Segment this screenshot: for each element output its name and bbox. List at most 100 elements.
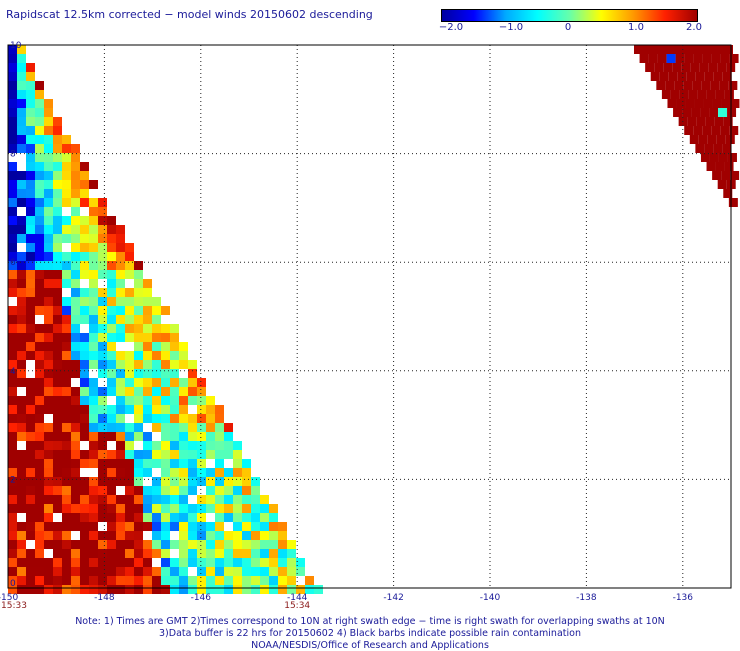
swath-cell bbox=[143, 414, 152, 423]
swath-cell bbox=[80, 351, 89, 360]
swath-cell bbox=[675, 54, 685, 63]
swath-cell bbox=[170, 486, 179, 495]
swath-cell bbox=[125, 495, 134, 504]
swath-cell bbox=[35, 396, 44, 405]
swath-cell bbox=[711, 126, 721, 135]
swath-cell bbox=[44, 567, 53, 576]
swath-cell bbox=[80, 189, 89, 198]
swath-cell bbox=[80, 540, 89, 549]
swath-cell bbox=[89, 477, 98, 486]
swath-cell bbox=[80, 162, 89, 171]
swath-cell bbox=[80, 477, 89, 486]
swath-cell bbox=[89, 450, 98, 459]
swath-cell bbox=[107, 558, 116, 567]
swath-cell bbox=[107, 549, 116, 558]
swath-cell bbox=[44, 378, 53, 387]
swath-cell bbox=[233, 459, 242, 468]
swath-cell bbox=[26, 477, 35, 486]
swath-cell bbox=[152, 549, 161, 558]
swath-cell bbox=[8, 81, 17, 90]
swath-cell bbox=[278, 549, 287, 558]
swath-cell bbox=[8, 99, 17, 108]
swath-cell bbox=[188, 540, 197, 549]
swath-cell bbox=[116, 567, 125, 576]
swath-cell bbox=[8, 549, 17, 558]
swath-cell bbox=[712, 99, 722, 108]
swath-cell bbox=[260, 531, 269, 540]
swath-cell bbox=[704, 72, 714, 81]
swath-cell bbox=[44, 504, 53, 513]
swath-cell bbox=[188, 504, 197, 513]
swath-cell bbox=[683, 81, 693, 90]
swath-cell bbox=[224, 531, 233, 540]
swath-cell bbox=[62, 576, 71, 585]
swath-cell bbox=[179, 405, 188, 414]
swath-cell bbox=[161, 477, 170, 486]
swath-cell bbox=[17, 81, 26, 90]
swath-cell bbox=[161, 504, 170, 513]
swath-cell bbox=[125, 558, 134, 567]
swath-cell bbox=[125, 288, 134, 297]
swath-cell bbox=[26, 504, 35, 513]
swath-cell bbox=[89, 297, 98, 306]
swath-cell bbox=[125, 369, 134, 378]
swath-cell bbox=[35, 531, 44, 540]
swath-cell bbox=[179, 423, 188, 432]
swath-cell bbox=[53, 495, 62, 504]
swath-cell bbox=[17, 333, 26, 342]
swath-cell bbox=[674, 81, 684, 90]
swath-cell bbox=[62, 558, 71, 567]
swath-time-label: 15:33 bbox=[1, 601, 27, 611]
swath-cell bbox=[89, 486, 98, 495]
swath-cell bbox=[26, 99, 35, 108]
swath-cell bbox=[53, 387, 62, 396]
lat-tick-label: 2 bbox=[10, 475, 16, 485]
swath-cell bbox=[143, 279, 152, 288]
swath-cell bbox=[107, 342, 116, 351]
swath-cell bbox=[44, 351, 53, 360]
swath-cell bbox=[721, 99, 731, 108]
swath-cell bbox=[224, 549, 233, 558]
swath-cell bbox=[684, 126, 694, 135]
swath-cell bbox=[206, 531, 215, 540]
swath-cell bbox=[98, 468, 107, 477]
swath-cell bbox=[62, 468, 71, 477]
swath-cell bbox=[224, 468, 233, 477]
swath-cell bbox=[134, 522, 143, 531]
swath-cell bbox=[668, 72, 678, 81]
swath-cell bbox=[89, 378, 98, 387]
swath-cell bbox=[233, 540, 242, 549]
swath-cell bbox=[53, 198, 62, 207]
swath-cell bbox=[53, 477, 62, 486]
swath-cell bbox=[278, 585, 287, 594]
swath-cell bbox=[233, 513, 242, 522]
swath-cell bbox=[702, 126, 712, 135]
colorbar-label-pos1: 1.0 bbox=[628, 22, 644, 33]
swath-cell bbox=[134, 513, 143, 522]
swath-cell bbox=[224, 567, 233, 576]
swath-cell bbox=[53, 558, 62, 567]
swath-cell bbox=[125, 576, 134, 585]
swath-cell bbox=[17, 117, 26, 126]
swath-cell bbox=[715, 162, 725, 171]
swath-cell bbox=[188, 531, 197, 540]
swath-cell bbox=[287, 576, 296, 585]
swath-cell bbox=[80, 171, 89, 180]
swath-cell bbox=[116, 432, 125, 441]
swath-cell bbox=[179, 549, 188, 558]
swath-cell bbox=[715, 90, 725, 99]
swath-cell bbox=[107, 405, 116, 414]
swath-cell bbox=[44, 432, 53, 441]
swath-cell bbox=[197, 495, 206, 504]
swath-cell bbox=[188, 441, 197, 450]
swath-cell bbox=[125, 360, 134, 369]
swath-cell bbox=[242, 495, 251, 504]
swath-cell bbox=[35, 81, 44, 90]
swath-cell bbox=[80, 225, 89, 234]
swath-cell bbox=[26, 252, 35, 261]
swath-cell bbox=[725, 135, 735, 144]
swath-cell bbox=[26, 288, 35, 297]
swath-cell bbox=[62, 306, 71, 315]
swath-cell bbox=[170, 414, 179, 423]
swath-cell bbox=[62, 252, 71, 261]
